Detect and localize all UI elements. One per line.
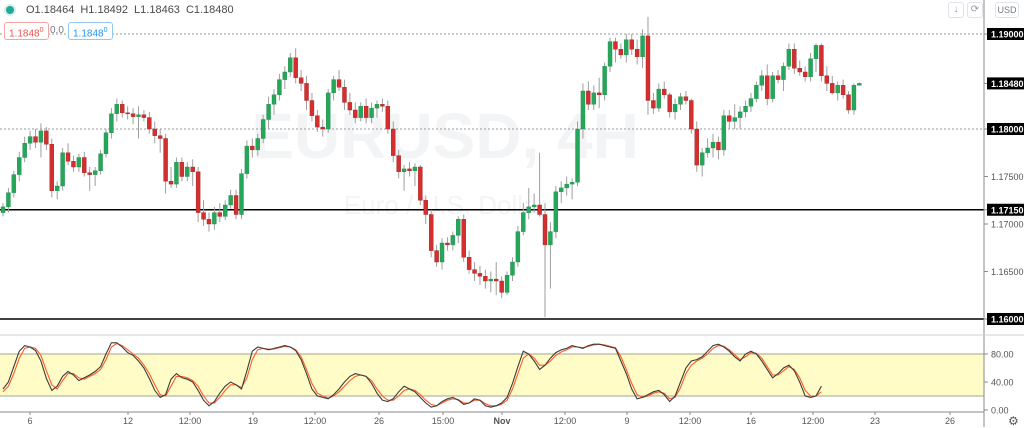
time-axis-label: 6 xyxy=(27,416,32,426)
sell-price-pip: 0 xyxy=(39,27,44,34)
time-axis-label: 23 xyxy=(870,416,880,426)
horizontal-lines[interactable] xyxy=(0,33,984,320)
svg-text:EURUSD, 4H: EURUSD, 4H xyxy=(251,100,639,172)
time-axis-label: 26 xyxy=(374,416,384,426)
low-value: L1.18463 xyxy=(134,4,180,16)
price-axis-label: 1.18480 xyxy=(991,79,1024,89)
stoch-axis-label: 80.00 xyxy=(991,350,1014,360)
time-axis-label: 12:00 xyxy=(179,416,202,426)
scroll-to-realtime-button[interactable]: ↓ xyxy=(948,2,964,18)
time-axis-label: 12:00 xyxy=(802,416,825,426)
price-axis-label: 1.17150 xyxy=(991,205,1024,215)
buy-button[interactable]: 1.18480 xyxy=(68,22,113,40)
auto-scale-button[interactable]: ⟳ xyxy=(967,2,983,18)
candlestick-series xyxy=(0,16,862,318)
time-axis-label: 12:00 xyxy=(304,416,327,426)
time-axis-label: Nov xyxy=(493,416,510,426)
settings-icon[interactable]: ⚙ xyxy=(1008,414,1019,428)
close-value: C1.18480 xyxy=(185,4,234,16)
price-axis-label: 1.16000 xyxy=(991,315,1024,325)
stoch-d-line xyxy=(2,342,822,407)
high-value: H1.18492 xyxy=(80,4,129,16)
open-value: O1.18464 xyxy=(26,4,75,16)
time-axis-label: 15:00 xyxy=(432,416,455,426)
time-axis-label: 12:00 xyxy=(554,416,577,426)
market-status-icon xyxy=(6,6,14,14)
sell-price: 1.1848 xyxy=(9,28,40,40)
buy-price-pip: 0 xyxy=(103,27,108,34)
stoch-k-line xyxy=(2,342,822,408)
arrow-down-icon: ↓ xyxy=(953,4,959,15)
sell-button[interactable]: 1.18480 xyxy=(4,22,49,40)
price-axis-label: 1.18000 xyxy=(991,125,1024,135)
stoch-axis-label: 40.00 xyxy=(991,378,1014,388)
stoch-axis-label: 0.00 xyxy=(991,406,1009,416)
price-axis-label: 1.19000 xyxy=(991,30,1024,40)
time-axis-label: 26 xyxy=(945,416,955,426)
price-axis-label: 1.17500 xyxy=(991,172,1024,182)
currency-button[interactable]: USD xyxy=(995,2,1019,18)
stochastic-pane xyxy=(0,342,984,408)
time-axis-label: 19 xyxy=(248,416,258,426)
refresh-icon: ⟳ xyxy=(970,4,980,15)
time-axis-label: 12 xyxy=(123,416,133,426)
time-axis-label: 16 xyxy=(746,416,756,426)
buy-price: 1.1848 xyxy=(73,28,104,40)
svg-text:Euro / U.S. Dollar: Euro / U.S. Dollar xyxy=(344,190,547,220)
time-axis-label: 9 xyxy=(624,416,629,426)
time-axis-label: 12:00 xyxy=(679,416,702,426)
symbol-watermark: EURUSD, 4H Euro / U.S. Dollar xyxy=(251,100,639,220)
spread-value: 0.0 xyxy=(50,25,64,36)
price-axis-label: 1.17000 xyxy=(991,220,1024,230)
price-axis-label: 1.16500 xyxy=(991,267,1024,277)
ohlc-legend: O1.18464 H1.18492 L1.18463 C1.18480 xyxy=(6,4,240,16)
